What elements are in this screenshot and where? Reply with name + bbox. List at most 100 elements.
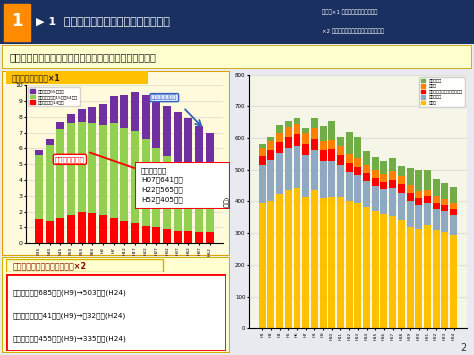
Bar — [99, 215, 107, 243]
Text: ▶ 1  生産人口、建設産業就業人口の減少: ▶ 1 生産人口、建設産業就業人口の減少 — [36, 16, 169, 26]
Bar — [407, 168, 413, 185]
Bar — [131, 223, 139, 243]
Bar — [328, 149, 335, 161]
Bar — [267, 137, 274, 141]
Bar — [372, 178, 379, 186]
Text: 1: 1 — [11, 12, 22, 30]
Bar — [441, 184, 448, 199]
Bar — [131, 92, 139, 131]
Bar — [195, 126, 203, 177]
Bar — [110, 96, 118, 123]
Bar — [293, 118, 301, 124]
Bar — [319, 141, 327, 151]
Bar — [206, 132, 214, 181]
Bar — [363, 173, 370, 181]
Bar — [398, 193, 405, 220]
Bar — [355, 158, 361, 166]
Bar — [328, 161, 335, 197]
Bar — [174, 230, 182, 243]
Bar — [276, 153, 283, 193]
Bar — [259, 156, 266, 165]
Text: 全体人口も減少: 全体人口も減少 — [151, 95, 177, 100]
Bar — [174, 164, 182, 230]
Bar — [355, 166, 361, 175]
Bar — [355, 175, 361, 203]
Bar — [424, 225, 431, 328]
Bar — [381, 175, 387, 182]
Bar — [363, 207, 370, 328]
Bar — [131, 131, 139, 223]
Bar — [319, 162, 327, 198]
Bar — [319, 126, 327, 141]
Bar — [433, 203, 439, 209]
Bar — [433, 230, 439, 328]
Text: 生産人口が減少: 生産人口が減少 — [55, 156, 85, 163]
Bar — [441, 205, 448, 211]
Bar — [337, 197, 344, 328]
Bar — [346, 163, 353, 172]
Bar — [433, 179, 439, 196]
Bar — [120, 95, 128, 128]
Bar — [88, 213, 96, 243]
Bar — [441, 232, 448, 328]
Bar — [355, 137, 361, 158]
Bar — [267, 160, 274, 201]
Bar — [56, 121, 64, 130]
Bar — [311, 150, 318, 190]
Bar — [407, 193, 413, 201]
Bar — [195, 177, 203, 232]
Bar — [6, 259, 163, 272]
Bar — [276, 125, 283, 133]
Bar — [337, 137, 344, 146]
Bar — [267, 150, 274, 160]
Text: 出典：×1 大阪府総務部統計課資料: 出典：×1 大阪府総務部統計課資料 — [322, 10, 378, 15]
Bar — [450, 235, 457, 328]
Bar — [67, 215, 75, 243]
Bar — [311, 129, 318, 139]
Bar — [120, 128, 128, 221]
Bar — [163, 229, 171, 243]
Bar — [267, 141, 274, 150]
Y-axis label: (万人): (万人) — [224, 195, 229, 208]
Text: 大阪府下の生産人口、建設産業就業人口ともに減少傾向: 大阪府下の生産人口、建設産業就業人口ともに減少傾向 — [9, 52, 156, 62]
Text: 建設就業者：685万人(H9)→503万人(H24): 建設就業者：685万人(H9)→503万人(H24) — [12, 289, 126, 296]
Bar — [110, 123, 118, 218]
Bar — [363, 181, 370, 207]
Bar — [153, 148, 161, 227]
Bar — [35, 219, 43, 243]
Bar — [381, 161, 387, 175]
Text: 2: 2 — [461, 343, 467, 353]
Bar — [381, 213, 387, 328]
Bar — [46, 145, 54, 221]
Bar — [398, 166, 405, 176]
Bar — [293, 189, 301, 328]
Bar — [433, 196, 439, 203]
Bar — [302, 155, 309, 197]
Bar — [302, 144, 309, 155]
Bar — [450, 215, 457, 235]
Bar — [328, 197, 335, 328]
Bar — [372, 170, 379, 178]
Bar — [99, 125, 107, 215]
Bar — [142, 226, 150, 243]
Bar — [259, 203, 266, 328]
Bar — [415, 170, 422, 191]
Bar — [99, 104, 107, 125]
Bar — [293, 124, 301, 134]
Bar — [424, 170, 431, 190]
Bar — [110, 218, 118, 243]
Bar — [35, 155, 43, 219]
Bar — [319, 151, 327, 162]
Bar — [174, 112, 182, 164]
Bar — [450, 203, 457, 209]
Bar — [259, 165, 266, 203]
Bar — [415, 205, 422, 229]
Bar — [302, 133, 309, 144]
Bar — [328, 140, 335, 149]
Bar — [4, 4, 30, 41]
Bar — [424, 203, 431, 225]
Bar — [337, 154, 344, 165]
Bar — [293, 146, 301, 189]
Bar — [355, 203, 361, 328]
Bar — [285, 127, 292, 137]
